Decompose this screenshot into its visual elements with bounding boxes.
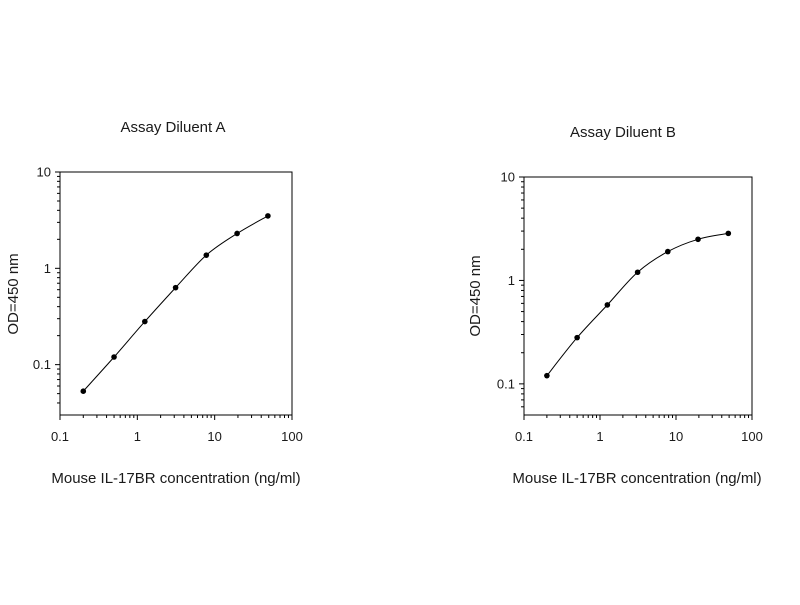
data-point — [725, 230, 732, 237]
x-tick-label: 100 — [281, 429, 303, 444]
x-tick-label: 1 — [134, 429, 141, 444]
data-point — [80, 388, 87, 394]
y-tick-label: 0.1 — [33, 357, 51, 372]
y-tick-label: 1 — [508, 273, 515, 288]
y-tick-label: 1 — [44, 261, 51, 276]
x-tick-label: 0.1 — [515, 429, 533, 444]
x-tick-label: 0.1 — [51, 429, 69, 444]
data-point — [111, 354, 117, 360]
data-point — [234, 230, 240, 237]
data-point — [664, 248, 671, 255]
chart-1: Assay Diluent A 0.1 1 10 0.1 1 10 100 Mouse IL-1… — [5, 119, 303, 487]
y-axis-label: OD=450 nm — [5, 253, 22, 334]
x-axis-label: Mouse IL-17BR concentration (ng/ml) — [512, 470, 761, 487]
chart-title: Assay Diluent A — [120, 119, 225, 136]
plot-frame — [523, 176, 753, 416]
data-point — [695, 236, 701, 243]
x-tick-label: 100 — [741, 429, 763, 444]
series-line — [546, 232, 729, 377]
x-tick-label: 1 — [596, 429, 603, 444]
chart-title: Assay Diluent B — [570, 124, 676, 141]
data-point — [203, 252, 210, 258]
plot-frame — [59, 171, 293, 416]
x-tick-label: 10 — [669, 429, 683, 444]
data-point — [634, 269, 641, 276]
data-point — [544, 372, 550, 379]
y-tick-label: 0.1 — [497, 376, 515, 391]
data-point — [604, 302, 611, 308]
y-tick-label: 10 — [501, 170, 515, 185]
x-axis-label: Mouse IL-17BR concentration (ng/ml) — [51, 470, 300, 487]
data-point — [574, 334, 580, 341]
y-tick-label: 10 — [37, 165, 51, 180]
series-line — [82, 215, 269, 392]
y-axis-label: OD=450 nm — [467, 255, 484, 336]
data-point — [172, 284, 179, 291]
x-tick-label: 10 — [207, 429, 221, 444]
data-point — [265, 213, 271, 219]
data-point — [142, 318, 148, 325]
chart-2: Assay Diluent B 0.1 1 10 0.1 1 10 100 Mouse IL-1… — [467, 124, 763, 487]
